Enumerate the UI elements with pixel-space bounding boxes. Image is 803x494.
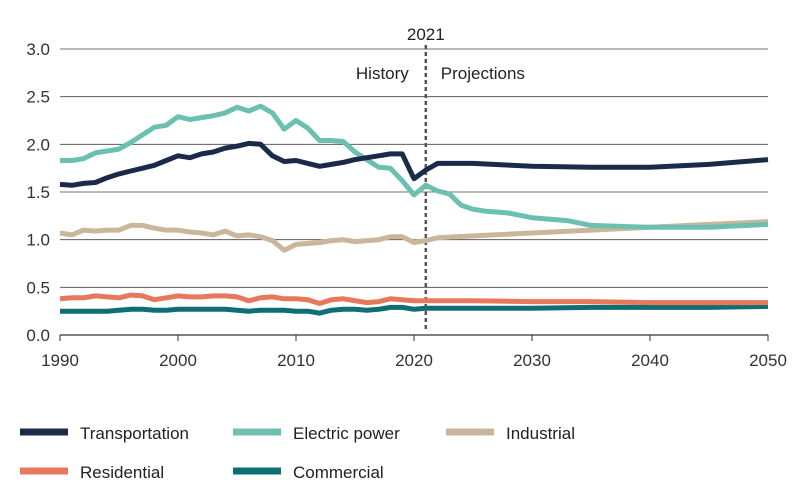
y-tick-label: 1.0 — [26, 231, 50, 250]
legend-label-commercial: Commercial — [293, 463, 384, 482]
x-tick-label: 2030 — [513, 351, 551, 370]
legend-label-residential: Residential — [80, 463, 164, 482]
legend-label-transportation: Transportation — [80, 424, 189, 443]
series-line-residential — [59, 292, 768, 306]
x-tick-label: 2050 — [749, 351, 787, 370]
legend: Transportation Electric power Industrial Re… — [20, 424, 575, 482]
x-tick-label: 2010 — [277, 351, 315, 370]
legend-label-electric-power: Electric power — [293, 424, 400, 443]
x-tick-label: 2040 — [631, 351, 669, 370]
y-tick-label: 3.0 — [26, 40, 50, 59]
series-line-transportation — [59, 140, 769, 188]
series-line-commercial — [60, 303, 769, 316]
y-tick-label: 2.0 — [26, 135, 50, 154]
x-tick-label: 1990 — [41, 351, 79, 370]
y-tick-label: 0.5 — [26, 278, 50, 297]
y-tick-label: 2.5 — [26, 88, 50, 107]
projections-label: Projections — [441, 64, 525, 83]
x-tick-label: 2020 — [395, 351, 433, 370]
series-line-industrial — [59, 219, 769, 253]
history-label: History — [356, 64, 409, 83]
history-projection-divider: 2021 History Projections — [356, 25, 525, 332]
y-tick-label: 0.0 — [26, 326, 50, 345]
y-axis: 0.0 0.5 1.0 1.5 2.0 2.5 3.0 — [26, 40, 50, 345]
series-lines — [59, 103, 769, 316]
divider-year-label: 2021 — [407, 25, 445, 44]
legend-label-industrial: Industrial — [506, 424, 575, 443]
x-tick-label: 2000 — [159, 351, 197, 370]
series-line-electric-power — [60, 103, 769, 230]
y-tick-label: 1.5 — [26, 183, 50, 202]
x-axis: 1990 2000 2010 2020 2030 2040 2050 — [41, 335, 787, 370]
